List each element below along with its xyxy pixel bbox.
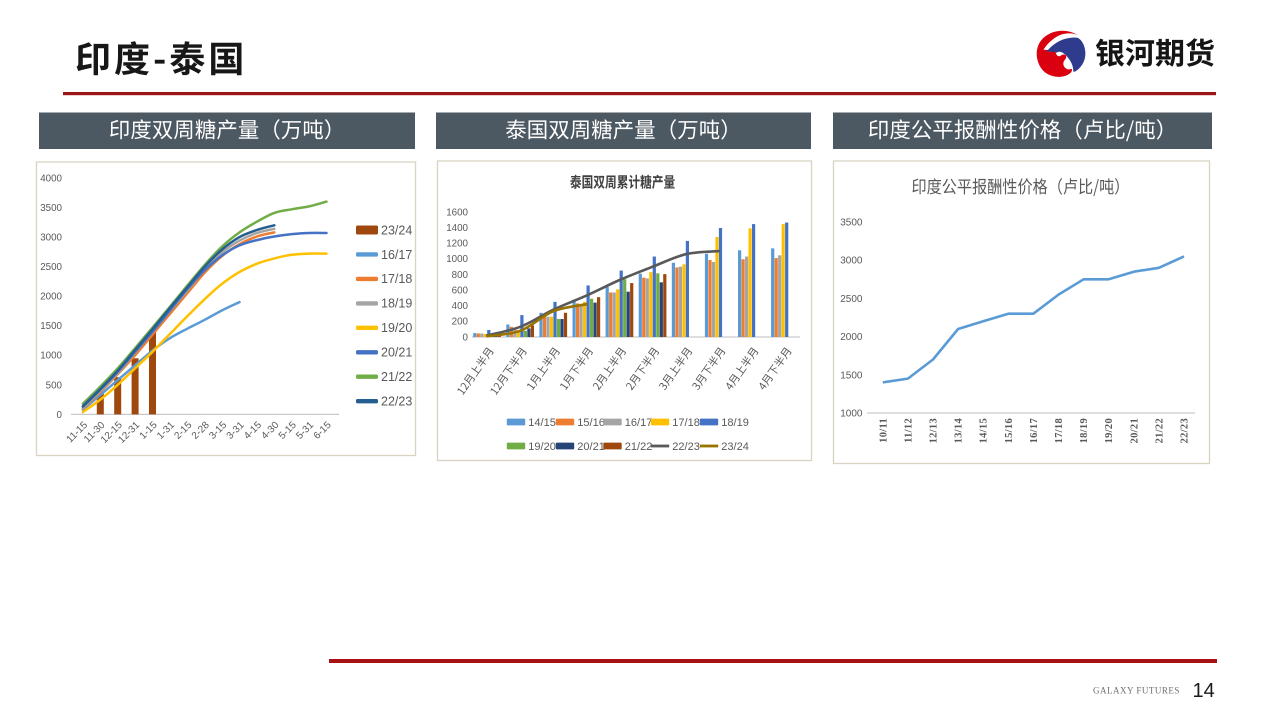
svg-text:10/11: 10/11 [878, 418, 889, 443]
svg-text:3000: 3000 [840, 256, 863, 267]
svg-text:23/24: 23/24 [721, 441, 749, 453]
svg-text:1000: 1000 [40, 351, 62, 362]
svg-text:17/18: 17/18 [381, 272, 412, 286]
svg-text:3000: 3000 [40, 233, 62, 244]
svg-text:14: 14 [1193, 680, 1215, 702]
svg-text:22/23: 22/23 [672, 441, 700, 453]
svg-text:21/22: 21/22 [381, 370, 412, 384]
svg-text:13/14: 13/14 [954, 418, 965, 444]
svg-text:0: 0 [57, 410, 63, 421]
svg-text:1500: 1500 [840, 370, 863, 381]
svg-text:15/16: 15/16 [577, 417, 605, 429]
svg-text:600: 600 [452, 285, 469, 296]
svg-text:500: 500 [46, 380, 63, 391]
svg-text:GALAXY FUTURES: GALAXY FUTURES [1093, 686, 1180, 696]
svg-text:4000: 4000 [40, 173, 62, 184]
svg-text:11/12: 11/12 [903, 418, 914, 443]
svg-text:2500: 2500 [40, 262, 62, 273]
svg-text:2000: 2000 [840, 332, 863, 343]
svg-text:19/20: 19/20 [528, 441, 556, 453]
svg-text:3500: 3500 [840, 218, 863, 229]
svg-text:20/21: 20/21 [1129, 418, 1140, 443]
svg-text:14/15: 14/15 [528, 417, 556, 429]
svg-text:22/23: 22/23 [1180, 418, 1191, 443]
svg-text:21/22: 21/22 [625, 441, 653, 453]
svg-text:22/23: 22/23 [381, 394, 412, 408]
svg-text:800: 800 [452, 270, 469, 281]
svg-text:18/19: 18/19 [381, 297, 412, 311]
svg-text:16/17: 16/17 [1029, 418, 1040, 443]
svg-text:21/22: 21/22 [1154, 418, 1165, 443]
svg-text:18/19: 18/19 [1079, 418, 1090, 443]
svg-text:2000: 2000 [40, 292, 62, 303]
svg-text:17/18: 17/18 [672, 417, 700, 429]
svg-text:19/20: 19/20 [1104, 418, 1115, 443]
svg-text:0: 0 [463, 332, 469, 343]
svg-text:1400: 1400 [446, 223, 468, 234]
svg-text:19/20: 19/20 [381, 321, 412, 335]
svg-text:20/21: 20/21 [577, 441, 605, 453]
svg-text:200: 200 [452, 317, 469, 328]
svg-text:23/24: 23/24 [381, 223, 412, 237]
svg-text:16/17: 16/17 [381, 248, 412, 262]
svg-text:20/21: 20/21 [381, 346, 412, 360]
svg-text:2500: 2500 [840, 294, 863, 305]
svg-text:1200: 1200 [446, 239, 468, 250]
svg-text:1500: 1500 [40, 321, 62, 332]
svg-text:14/15: 14/15 [979, 418, 990, 443]
svg-text:12/13: 12/13 [929, 418, 940, 443]
svg-text:400: 400 [452, 301, 469, 312]
svg-text:3500: 3500 [40, 203, 62, 214]
svg-text:17/18: 17/18 [1054, 418, 1065, 443]
svg-text:1000: 1000 [840, 409, 863, 420]
svg-text:16/17: 16/17 [625, 417, 653, 429]
svg-text:18/19: 18/19 [721, 417, 749, 429]
svg-text:1600: 1600 [446, 207, 468, 218]
svg-text:1000: 1000 [446, 254, 468, 265]
svg-text:15/16: 15/16 [1004, 418, 1015, 443]
